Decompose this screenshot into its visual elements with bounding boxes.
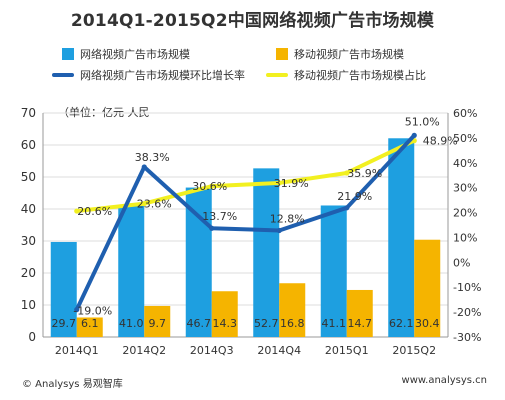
y-left-tick-label: 0 [28, 330, 36, 344]
footer-url: www.analysys.cn [401, 375, 487, 386]
legend-label: 移动视频广告市场规模 [294, 48, 404, 61]
x-tick-label: 2014Q1 [55, 344, 99, 357]
legend-swatch-blue-line [52, 73, 74, 77]
line-mobile-share-point [209, 183, 215, 189]
legend-item-mobile-bar: 移动视频广告市场规模 [276, 46, 404, 62]
y-right-tick-label: -30% [453, 331, 481, 344]
legend-label: 移动视频广告市场规模占比 [294, 69, 426, 82]
y-left-tick-label: 30 [21, 234, 36, 248]
legend-item-online-bar: 网络视频广告市场规模 [62, 46, 190, 62]
line-mobile-share-label: 35.9% [347, 167, 382, 180]
x-tick-label: 2014Q4 [257, 344, 301, 357]
line-online-growth-point [411, 132, 417, 138]
line-mobile-share-point [276, 180, 282, 186]
y-right-tick-label: 60% [453, 107, 477, 120]
bar-mobile-value-label: 6.1 [81, 317, 99, 330]
legend-swatch-blue-bar [62, 48, 74, 60]
bar-mobile-value-label: 9.7 [149, 317, 167, 330]
line-mobile-share-point [141, 200, 147, 207]
bar-mobile-value-label: 30.4 [415, 317, 440, 330]
line-mobile-share-label: 23.6% [137, 198, 172, 211]
line-online-growth-point [141, 164, 147, 170]
bar-online-value-label: 52.7 [254, 317, 279, 330]
line-mobile-share-point [344, 170, 350, 176]
legend-item-share-line: 移动视频广告市场规模占比 [266, 67, 426, 83]
legend-item-growth-line: 网络视频广告市场规模环比增长率 [52, 67, 245, 83]
y-right-tick-label: 0% [453, 256, 470, 269]
line-online-growth-label: 13.7% [202, 210, 237, 223]
bar-mobile-value-label: 14.7 [348, 317, 373, 330]
line-mobile-share-label: 31.9% [274, 177, 309, 190]
x-tick-label: 2014Q2 [122, 344, 166, 357]
y-left-tick-label: 70 [21, 106, 36, 120]
y-left-tick-label: 20 [21, 266, 36, 280]
legend-label: 网络视频广告市场规模环比增长率 [80, 69, 245, 82]
line-online-growth-point [209, 225, 215, 231]
line-online-growth-label: 21.9% [337, 190, 372, 203]
bar-online [185, 187, 212, 337]
y-left-tick-label: 40 [21, 202, 36, 216]
y-left-tick-label: 10 [21, 298, 36, 312]
line-mobile-share-label: 30.6% [192, 180, 227, 193]
bar-mobile [144, 305, 171, 337]
bar-online [118, 205, 145, 337]
line-online-growth-point [276, 227, 282, 234]
line-online-growth-point [344, 205, 350, 211]
x-tick-label: 2015Q1 [325, 344, 369, 357]
bar-mobile [211, 291, 238, 337]
bar-mobile-value-label: 14.3 [213, 317, 238, 330]
y-right-tick-label: 20% [453, 207, 477, 220]
chart-title: 2014Q1-2015Q2中国网络视频广告市场规模 [70, 11, 435, 31]
y-right-tick-label: 40% [453, 157, 477, 170]
footer-brand: © Analysys 易观智库 [22, 379, 123, 390]
x-tick-label: 2014Q3 [190, 344, 234, 357]
bar-mobile [414, 239, 441, 337]
bar-mobile-value-label: 16.8 [280, 317, 305, 330]
line-mobile-share-label: 20.6% [77, 205, 112, 218]
bar-mobile [76, 317, 103, 337]
line-mobile-share-label: 48.9% [423, 135, 458, 148]
y-right-tick-label: -20% [453, 306, 481, 319]
bar-online-value-label: 46.7 [187, 317, 212, 330]
y-right-tick-label: 50% [453, 132, 477, 145]
legend-swatch-yellow-line [266, 73, 288, 77]
line-online-growth-label: 51.0% [405, 115, 440, 128]
y-right-tick-label: 30% [453, 182, 477, 195]
bar-mobile [279, 283, 306, 337]
y-right-tick-label: -10% [453, 281, 481, 294]
bar-online-value-label: 62.1 [389, 317, 414, 330]
legend: 网络视频广告市场规模 移动视频广告市场规模 网络视频广告市场规模环比增长率 移动… [0, 0, 505, 90]
line-online-growth [74, 133, 417, 312]
bar-online [50, 241, 77, 337]
y-left-tick-label: 60 [21, 138, 36, 152]
bar-online-value-label: 29.7 [52, 317, 77, 330]
bar-mobile [346, 289, 373, 337]
bar-online [388, 138, 415, 337]
line-online-growth-label: 12.8% [270, 212, 305, 225]
line-mobile-share-point [74, 208, 80, 214]
bar-online-value-label: 41.1 [322, 317, 347, 330]
bar-online [253, 168, 280, 337]
legend-label: 网络视频广告市场规模 [80, 48, 190, 61]
y-right-tick-label: 10% [453, 231, 477, 244]
line-online-growth-label: 38.3% [135, 151, 170, 164]
x-tick-label: 2015Q2 [392, 344, 436, 357]
bar-online [320, 205, 347, 337]
legend-swatch-orange-bar [276, 48, 288, 60]
line-online-growth-point [74, 307, 80, 313]
bar-online-value-label: 41.0 [119, 317, 144, 330]
line-mobile-share [74, 138, 417, 214]
line-online-growth-label: -19.0% [73, 305, 112, 318]
y-left-tick-label: 50 [21, 170, 36, 184]
